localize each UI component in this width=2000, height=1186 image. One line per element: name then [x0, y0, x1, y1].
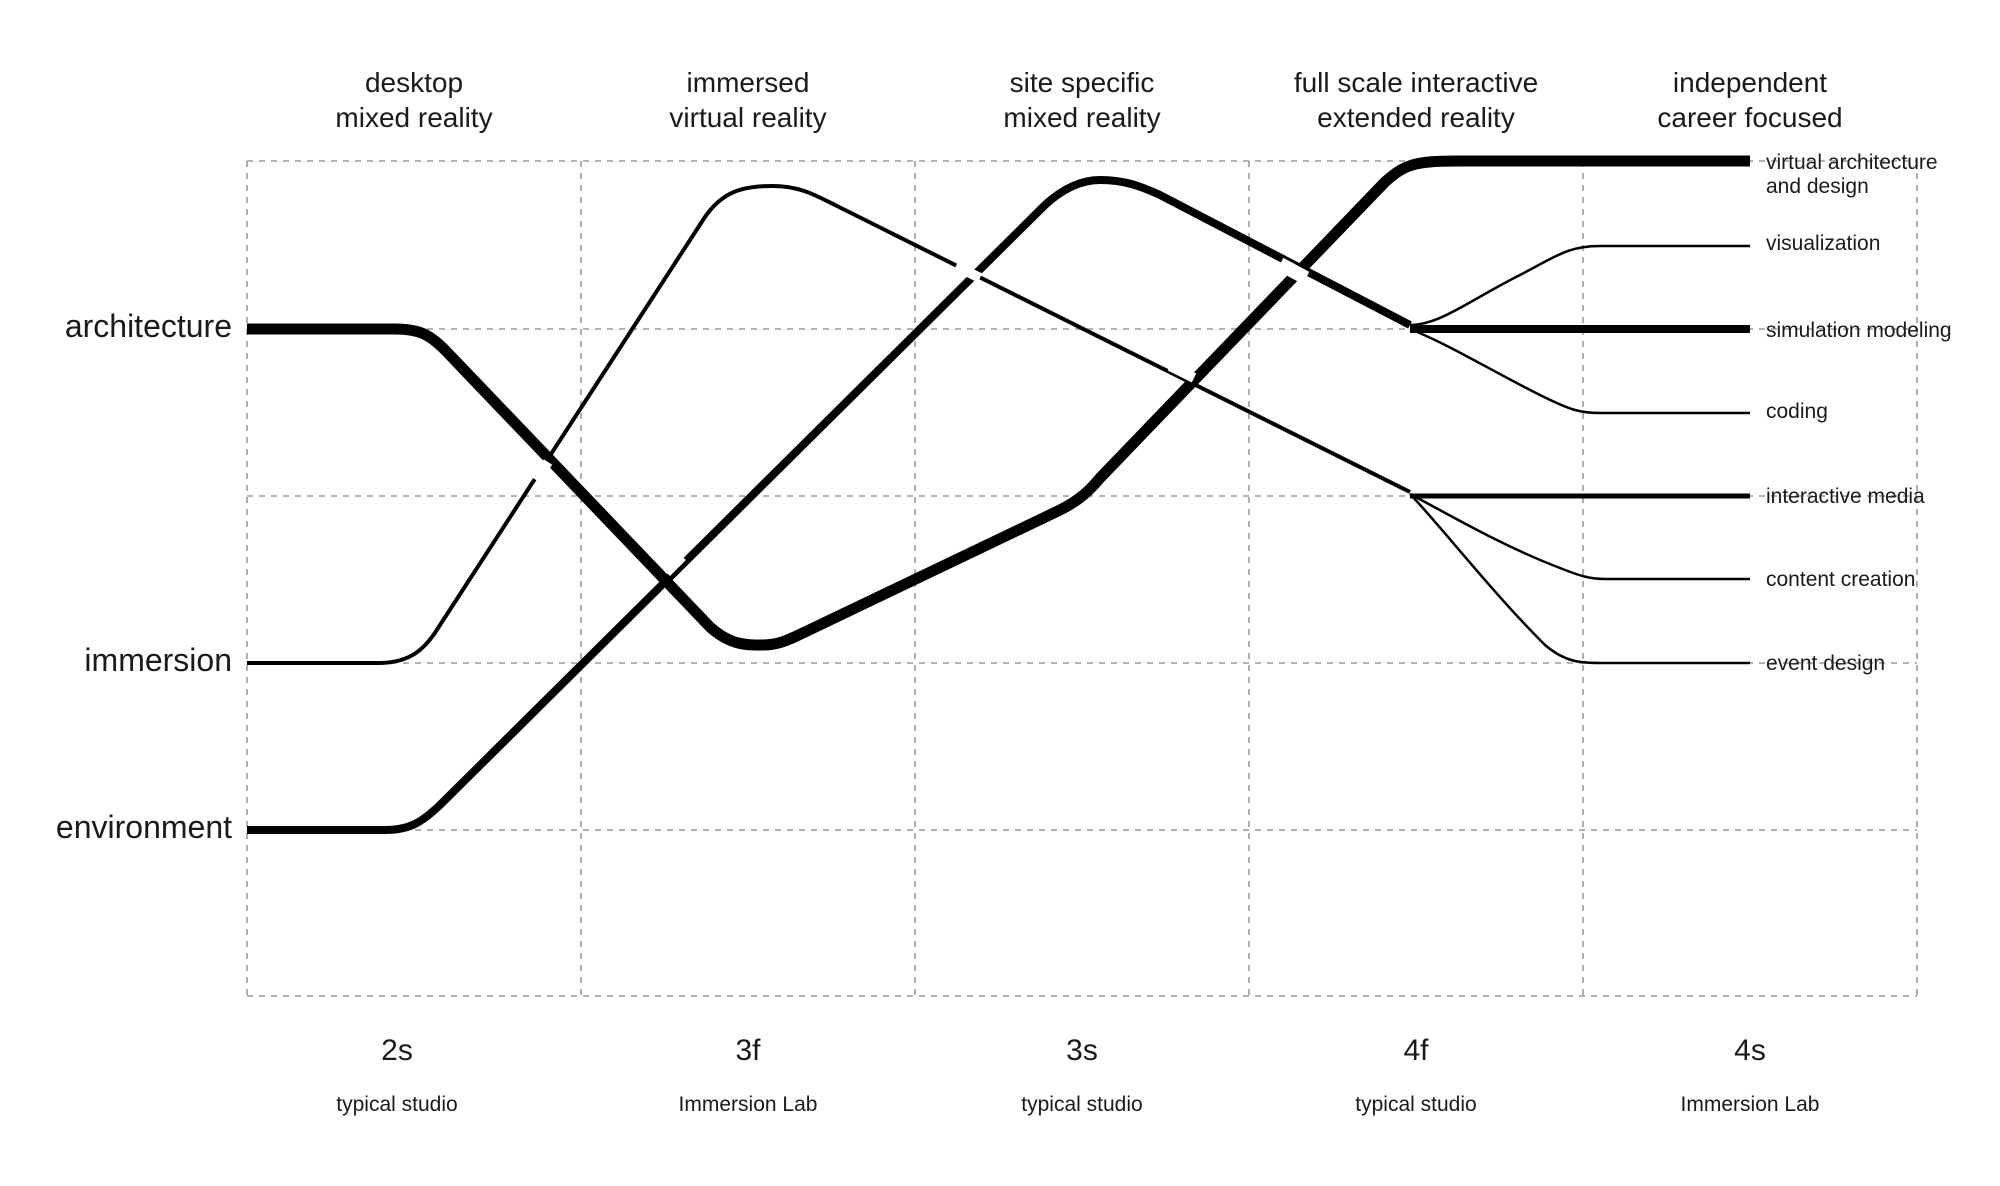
flow-path-architecture [247, 155, 1750, 651]
outcome-label: content creation [1766, 568, 1915, 591]
branch-coding [1409, 327, 1750, 415]
stage-title-line: extended reality [1317, 102, 1515, 133]
branch-content-creation [1409, 492, 1750, 581]
course-venue: typical studio [336, 1093, 457, 1116]
course-venue: typical studio [1021, 1093, 1142, 1116]
branch-event-design [1409, 493, 1750, 665]
crossing-gaps [531, 257, 1310, 576]
stage-title-line: career focused [1657, 102, 1842, 133]
flow-path-immersion [247, 184, 1411, 665]
stage-title-line: virtual reality [669, 102, 826, 133]
flow-path-environment [247, 176, 1412, 834]
outcome-label: and design [1766, 175, 1869, 198]
row-label-environment: environment [56, 809, 232, 845]
row-labels: architecture immersion environment [56, 308, 232, 845]
crossing-gap [1167, 361, 1197, 383]
course-code: 4f [1403, 1034, 1429, 1067]
outcome-label: simulation modeling [1766, 319, 1952, 342]
outcome-branches [1409, 244, 1750, 665]
course-code: 3f [735, 1034, 761, 1067]
course-code: 2s [381, 1034, 413, 1067]
course-footers: 2s 3f 3s 4f 4s typical studio Immersion … [336, 1034, 1819, 1116]
branch-visualization [1409, 244, 1750, 327]
crossing-gap [660, 550, 686, 576]
course-code: 3s [1066, 1034, 1098, 1067]
stage-title-line: immersed [687, 67, 810, 98]
stage-title-line: full scale interactive [1294, 67, 1538, 98]
course-venue: Immersion Lab [679, 1093, 818, 1116]
outcome-label: virtual architecture [1766, 151, 1938, 174]
course-venue: typical studio [1355, 1093, 1476, 1116]
outcome-label: interactive media [1766, 485, 1925, 508]
outcome-label: event design [1766, 652, 1885, 675]
stage-title-line: mixed reality [335, 102, 492, 133]
crossing-gap [531, 459, 553, 483]
crossing-gap [953, 261, 983, 283]
stage-titles: desktop mixed reality immersed virtual r… [335, 67, 1842, 133]
stage-title-line: mixed reality [1003, 102, 1160, 133]
flow-paths [247, 155, 1750, 834]
stage-title-line: desktop [365, 67, 463, 98]
outcome-label: visualization [1766, 232, 1880, 255]
course-code: 4s [1734, 1034, 1766, 1067]
outcome-label: coding [1766, 400, 1828, 423]
row-label-immersion: immersion [84, 642, 232, 678]
outcome-labels: virtual architecture and design visualiz… [1766, 151, 1952, 675]
course-venue: Immersion Lab [1681, 1093, 1820, 1116]
stage-title-line: site specific [1010, 67, 1155, 98]
crossing-gap [1276, 257, 1310, 285]
row-label-architecture: architecture [65, 308, 232, 344]
stage-title-line: independent [1673, 67, 1827, 98]
